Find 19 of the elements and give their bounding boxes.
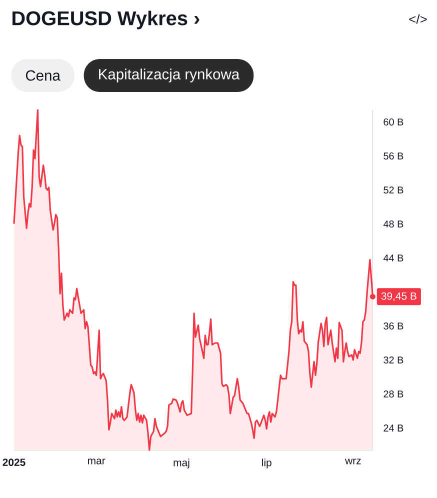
- y-tick-label: 52 B: [384, 186, 404, 194]
- y-tick-label: 56 B: [384, 152, 404, 160]
- text: Cena: [26, 70, 60, 81]
- x-tick-label: wrz: [345, 458, 361, 464]
- y-tick-label: 24 B: [384, 424, 404, 432]
- y-tick-label: 44 B: [383, 254, 404, 262]
- x-tick-label: 2025: [2, 458, 26, 466]
- y-tick-label: 60 B: [384, 118, 404, 126]
- y-tick-label: 32 B: [384, 356, 404, 364]
- y-tick-label: 36 B: [384, 322, 404, 330]
- text: Kapitalizacja rynkowa: [99, 68, 240, 82]
- x-tick-label: mar: [88, 458, 106, 464]
- x-tick-label: lip: [262, 458, 272, 468]
- y-tick-label: 28 B: [384, 390, 404, 398]
- chart-title: DOGEUSD Wykres ›: [12, 10, 200, 30]
- annotation: 39,45 B: [381, 292, 416, 301]
- x-tick-label: maj: [174, 458, 190, 468]
- y-tick-label: 48 B: [383, 220, 404, 228]
- text: </>: [409, 14, 427, 24]
